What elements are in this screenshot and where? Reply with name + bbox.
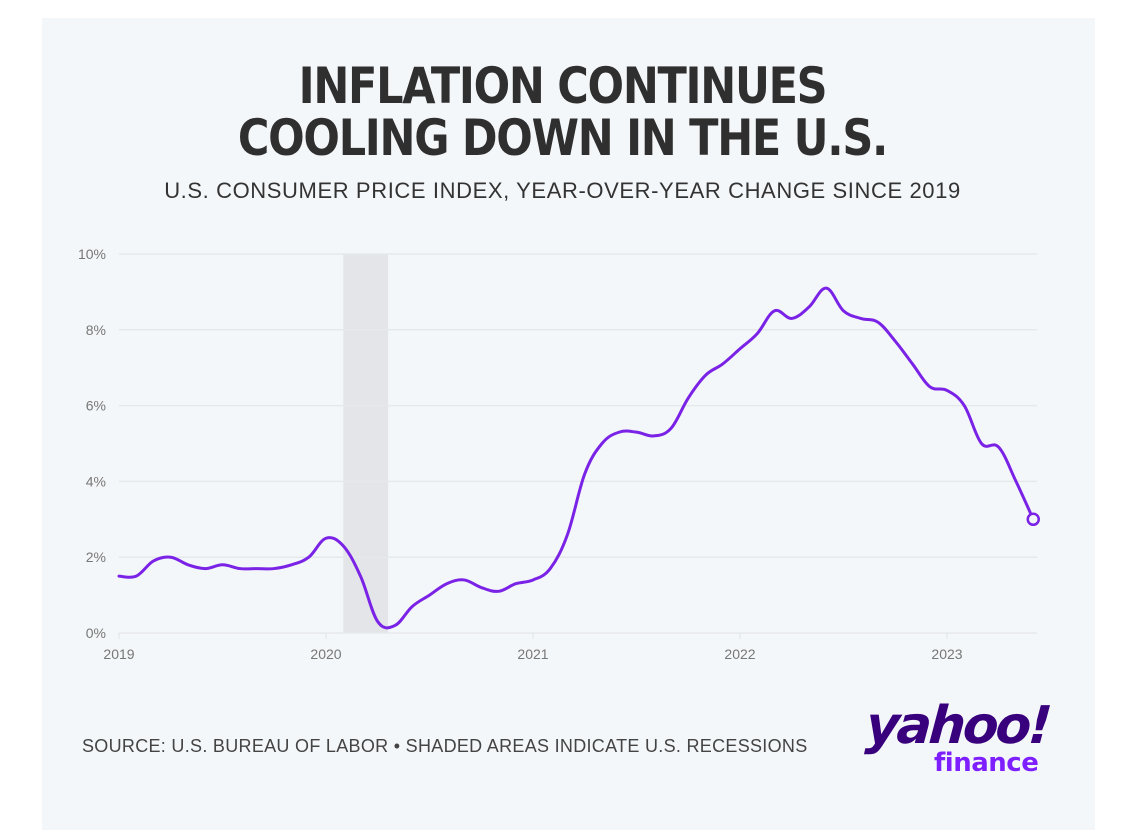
data-point [997, 445, 1001, 449]
data-point [807, 305, 811, 309]
data-point [842, 309, 846, 313]
data-point [462, 578, 466, 582]
y-tick-label: 2% [86, 549, 106, 565]
data-point [773, 309, 777, 313]
data-point [980, 442, 984, 446]
data-point [203, 567, 207, 571]
x-axis-ticks: 2019 2020 2021 2022 2023 [103, 633, 963, 662]
data-point [238, 567, 242, 571]
data-point [324, 536, 328, 540]
x-tick-label: 2022 [724, 646, 755, 662]
yahoo-finance-logo: yahoo! finance [863, 696, 1052, 778]
chart-card [42, 18, 1095, 830]
data-point [600, 442, 604, 446]
chart-title-line-2: COOLING DOWN IN THE U.S. [237, 109, 888, 167]
data-point [893, 339, 897, 343]
logo-brand: yahoo! [863, 696, 1052, 756]
data-point [117, 574, 121, 578]
chart-subtitle: U.S. CONSUMER PRICE INDEX, YEAR-OVER-YEA… [164, 178, 961, 203]
data-point [514, 582, 518, 586]
data-point [876, 320, 880, 324]
series-layer [117, 286, 1040, 630]
logo-product: finance [934, 748, 1039, 778]
data-point [376, 620, 380, 624]
data-point [790, 316, 794, 320]
y-axis-ticks: 0% 2% 4% 6% 8% 10% [78, 246, 106, 641]
data-point [307, 555, 311, 559]
end-point-marker [1026, 512, 1040, 527]
recession-shading-layer [343, 254, 389, 633]
data-point [255, 567, 259, 571]
data-point [531, 578, 535, 582]
data-point [583, 472, 587, 476]
x-tick-label: 2020 [310, 646, 341, 662]
cpi-line [117, 286, 1035, 630]
data-point [290, 563, 294, 567]
y-tick-label: 0% [86, 625, 106, 641]
source-note: SOURCE: U.S. BUREAU OF LABOR • SHADED AR… [82, 736, 808, 756]
data-point [1014, 479, 1018, 483]
data-point [186, 563, 190, 567]
data-point [152, 559, 156, 563]
y-tick-label: 4% [86, 473, 106, 489]
x-tick-label: 2021 [517, 646, 548, 662]
data-point [704, 373, 708, 377]
data-point [721, 362, 725, 366]
data-point [945, 388, 949, 392]
data-point [755, 332, 759, 336]
data-point [134, 574, 138, 578]
data-point [635, 430, 639, 434]
data-point [548, 567, 552, 571]
data-point [221, 563, 225, 567]
data-point [686, 396, 690, 400]
recession-band [343, 254, 389, 633]
data-point [341, 544, 345, 548]
y-tick-label: 10% [78, 246, 106, 262]
data-point [669, 426, 673, 430]
x-tick-label: 2023 [931, 646, 962, 662]
data-point [272, 567, 276, 571]
chart-title-line-1: INFLATION CONTINUES [298, 57, 828, 115]
data-point [738, 347, 742, 351]
data-point [652, 434, 656, 438]
y-tick-label: 8% [86, 322, 106, 338]
data-point [497, 589, 501, 593]
data-point [928, 385, 932, 389]
data-point [445, 582, 449, 586]
data-point [169, 555, 173, 559]
data-point [962, 404, 966, 408]
data-point [617, 430, 621, 434]
data-point [393, 623, 397, 627]
data-point [359, 574, 363, 578]
data-point [410, 604, 414, 608]
data-point [566, 532, 570, 536]
data-point [911, 362, 915, 366]
data-point [479, 586, 483, 590]
gridlines [119, 253, 1037, 634]
y-tick-label: 6% [86, 398, 106, 414]
data-point [428, 593, 432, 597]
data-point [824, 286, 828, 290]
data-point [859, 316, 863, 320]
x-tick-label: 2019 [103, 646, 134, 662]
